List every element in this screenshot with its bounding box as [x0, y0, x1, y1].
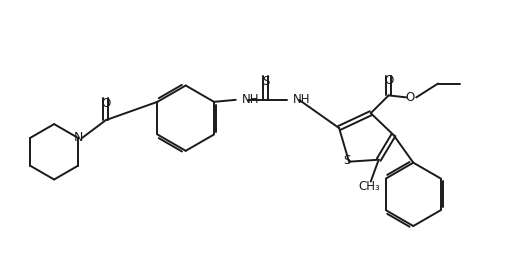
- Text: O: O: [384, 74, 393, 87]
- Text: S: S: [262, 74, 269, 88]
- Text: S: S: [343, 154, 351, 167]
- Text: NH: NH: [293, 93, 311, 106]
- Text: N: N: [74, 131, 83, 144]
- Text: O: O: [101, 97, 110, 110]
- Text: CH₃: CH₃: [358, 180, 379, 193]
- Text: NH: NH: [242, 93, 259, 106]
- Text: O: O: [406, 91, 415, 104]
